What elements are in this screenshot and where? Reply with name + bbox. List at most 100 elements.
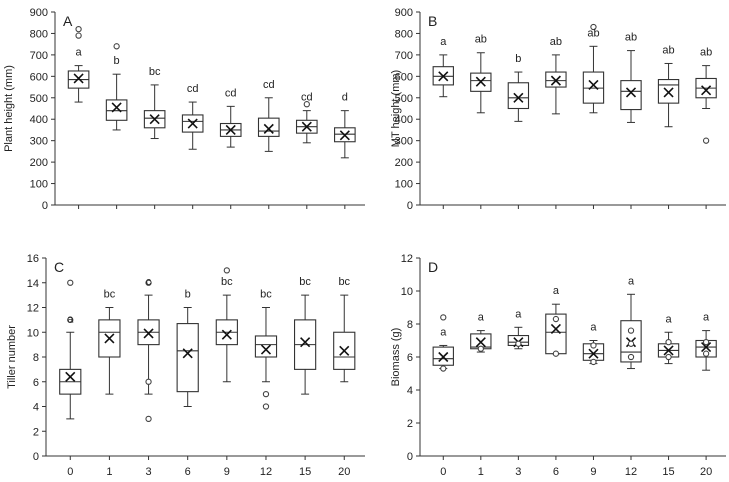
mean-marker bbox=[339, 130, 350, 141]
box-1: b bbox=[105, 43, 128, 131]
outlier-point bbox=[627, 353, 635, 361]
box-12: ab bbox=[620, 32, 642, 123]
significance-letter: bc bbox=[338, 276, 350, 288]
y-tick-label: 8 bbox=[407, 319, 413, 331]
significance-letter: a bbox=[553, 285, 560, 297]
x-tick-label: 1 bbox=[478, 466, 484, 478]
x-tick-label: 0 bbox=[440, 466, 446, 478]
y-tick-label: 700 bbox=[395, 50, 413, 62]
outlier-point bbox=[262, 403, 270, 410]
box-9: ab bbox=[582, 23, 605, 114]
mean-marker bbox=[701, 342, 712, 353]
iqr-box bbox=[620, 80, 642, 111]
mean-marker bbox=[149, 114, 160, 125]
mean-marker bbox=[663, 345, 674, 356]
outlier-point bbox=[552, 350, 560, 357]
outlier-point bbox=[303, 101, 310, 108]
y-tick-label: 100 bbox=[30, 179, 48, 191]
outlier-point bbox=[665, 338, 672, 346]
box-15: ab bbox=[657, 44, 680, 128]
outlier-point bbox=[477, 345, 484, 352]
y-tick-label: 4 bbox=[33, 402, 39, 414]
iqr-box bbox=[254, 335, 278, 358]
box-6: cd bbox=[181, 83, 204, 150]
significance-letter: b bbox=[515, 53, 521, 65]
significance-letter: bc bbox=[104, 289, 116, 301]
mean-marker bbox=[73, 73, 84, 84]
mean-marker bbox=[475, 337, 486, 348]
box-9: cd bbox=[219, 87, 242, 148]
box-6: ab bbox=[545, 36, 567, 115]
y-axis-label: Plant height (mm) bbox=[3, 65, 15, 152]
outlier-point bbox=[702, 137, 710, 144]
outlier-point bbox=[440, 314, 447, 321]
iqr-box bbox=[507, 82, 530, 110]
x-tick-label: 3 bbox=[515, 466, 521, 478]
box-3: b bbox=[507, 53, 530, 122]
significance-letter: bc bbox=[149, 66, 161, 78]
significance-letter: d bbox=[342, 92, 348, 104]
y-tick-label: 200 bbox=[395, 157, 413, 169]
significance-letter: bc bbox=[299, 276, 311, 288]
outlier-point bbox=[145, 378, 152, 385]
outlier-point bbox=[627, 327, 635, 334]
significance-letter: a bbox=[703, 312, 710, 324]
y-tick-label: 8 bbox=[33, 352, 39, 364]
y-tick-label: 600 bbox=[395, 71, 413, 83]
mean-marker bbox=[339, 345, 350, 356]
panel-d: 0 2 4 6 8 10 12 0 1 3 6 9 12 15 20 D Biomass (g) a a a a a a a a bbox=[390, 253, 726, 478]
mean-marker bbox=[701, 85, 712, 96]
y-tick-label: 14 bbox=[27, 278, 39, 290]
y-axis-label: Tiller number bbox=[6, 325, 18, 389]
y-tick-label: 0 bbox=[33, 451, 39, 463]
outlier-point bbox=[627, 340, 635, 347]
y-tick-label: 0 bbox=[407, 451, 413, 463]
x-tick-label: 15 bbox=[299, 466, 311, 478]
mean-marker bbox=[301, 121, 312, 132]
mean-marker bbox=[588, 348, 599, 359]
outlier-point bbox=[702, 350, 710, 357]
panel-a: 0 100 200 300 400 500 600 700 800 900 A Plant heigh… bbox=[3, 7, 365, 212]
significance-letter: ab bbox=[550, 36, 562, 48]
iqr-box bbox=[176, 323, 199, 393]
mean-marker bbox=[104, 333, 115, 344]
significance-letter: ab bbox=[475, 34, 487, 46]
mean-marker bbox=[263, 123, 274, 134]
y-axis-label: Biomass (g) bbox=[390, 328, 402, 387]
box-12: cd bbox=[257, 79, 280, 152]
significance-letter: a bbox=[440, 326, 447, 338]
y-tick-label: 900 bbox=[395, 7, 413, 19]
x-tick-label: 9 bbox=[224, 466, 230, 478]
significance-letter: a bbox=[590, 322, 597, 334]
significance-letter: a bbox=[515, 308, 522, 320]
box-3: a bbox=[507, 308, 530, 350]
significance-letter: cd bbox=[225, 87, 237, 99]
mean-marker bbox=[225, 124, 236, 136]
mean-marker bbox=[182, 348, 193, 359]
y-axis-label: MT height (mm) bbox=[390, 70, 402, 147]
x-tick-label: 3 bbox=[145, 466, 151, 478]
y-tick-label: 100 bbox=[395, 179, 413, 191]
y-tick-label: 500 bbox=[30, 93, 48, 105]
y-tick-label: 400 bbox=[395, 114, 413, 126]
y-tick-label: 16 bbox=[27, 253, 39, 265]
outlier-point bbox=[590, 358, 597, 366]
mean-marker bbox=[221, 329, 232, 340]
significance-letter: a bbox=[76, 47, 83, 59]
mean-marker bbox=[588, 79, 599, 90]
x-tick-label: 0 bbox=[67, 466, 73, 478]
mean-marker bbox=[65, 371, 76, 382]
panel-letter: D bbox=[428, 259, 438, 275]
x-tick-label: 15 bbox=[662, 466, 674, 478]
outlier-point bbox=[113, 43, 120, 50]
panel-b: 0 100 200 300 400 500 600 700 800 900 B MT height (… bbox=[390, 7, 726, 212]
outlier-point bbox=[75, 26, 82, 33]
significance-letter: ab bbox=[625, 32, 637, 44]
outlier-point bbox=[440, 365, 447, 372]
x-tick-label: 6 bbox=[185, 466, 191, 478]
panel-letter: C bbox=[54, 259, 64, 275]
outlier-point bbox=[67, 316, 74, 324]
panel-c: 0 2 4 6 8 10 12 14 16 0 1 3 6 9 12 15 20 C Tiller number a b… bbox=[6, 253, 365, 478]
significance-letter: a bbox=[665, 313, 672, 325]
mean-marker bbox=[438, 71, 449, 82]
